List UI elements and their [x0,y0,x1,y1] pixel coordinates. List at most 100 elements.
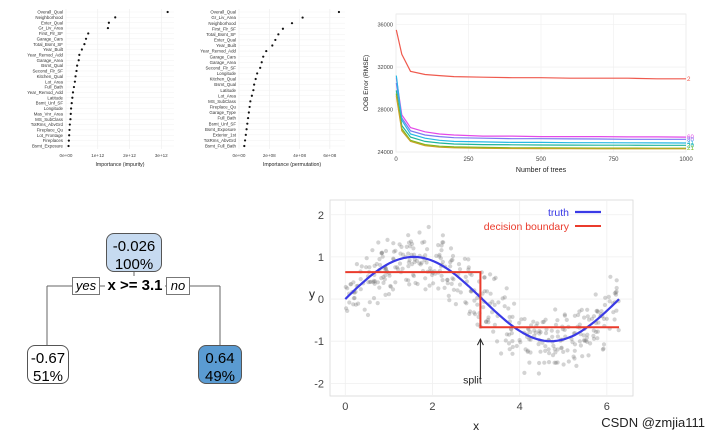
scatter-point [379,251,385,256]
impurity-point [84,37,88,40]
scatter-point [406,240,412,245]
scatter-point [391,256,396,261]
permutation-point [252,89,255,92]
impurity-feature-label: TotRms_AbvGrd [31,122,64,127]
scatter-point [380,254,385,259]
scatter-point [602,302,607,308]
scatter-point [528,330,533,335]
oob-series-line [395,77,687,138]
scatter-point [566,359,571,364]
permutation-feature-label: Exter_Qual [214,38,236,43]
oob-series-label: 2 [687,76,691,83]
root-node-value: -0.026 [112,238,156,255]
scatter-point [415,281,420,287]
scatter-point [447,298,452,303]
scatter-point [407,258,412,263]
scatter-point [473,312,478,317]
scatter-x-label: x [473,419,479,433]
impurity-point [70,102,73,105]
scatter-point [577,322,582,327]
impurity-point [76,64,79,67]
impurity-point [87,32,90,35]
scatter-point [509,331,514,336]
scatter-point [354,262,359,267]
oob-y-tick: 24000 [377,150,393,156]
permutation-point [262,55,265,58]
oob-x-tick: 500 [536,157,547,163]
impurity-feature-label: Kitchen_Qual [37,74,63,79]
split-arrow-head [476,337,484,346]
scatter-point [550,334,555,339]
scatter-point [532,328,537,333]
scatter-point [383,292,388,297]
scatter-point [599,309,604,314]
scatter-y-tick: -2 [314,378,324,390]
scatter-point [377,257,382,262]
scatter-point [351,302,356,307]
permutation-feature-label: Bsmt_Exposure [205,127,237,132]
yes-label: yes [72,277,100,295]
scatter-point [514,343,519,349]
scatter-point [449,258,454,263]
impurity-feature-label: Longitude [44,106,64,111]
no-text: no [170,278,186,293]
scatter-point [367,279,373,285]
scatter-point [564,317,569,322]
scatter-point [537,331,542,336]
scatter-point [362,307,367,312]
scatter-point [439,273,444,278]
impurity-point [107,21,110,24]
permutation-feature-label: Overall_Qual [210,10,236,15]
permutation-feature-label: Kitchen_Qual [210,77,236,82]
scatter-point [482,275,487,280]
scatter-point [616,328,621,333]
scatter-point [492,302,497,307]
impurity-plot-area [66,9,174,149]
scatter-point [481,305,486,310]
scatter-point [596,320,601,325]
scatter-point [490,299,495,304]
scatter-point [375,280,380,285]
scatter-point [559,346,564,351]
scatter-point [445,277,450,282]
scatter-point [453,302,458,307]
scatter-point [376,240,381,245]
permutation-point [254,77,257,81]
scatter-point [562,313,567,318]
scatter-point [584,335,589,340]
permutation-x-tick: 0e+00 [233,153,246,158]
scatter-point [467,311,472,316]
scatter-point [536,371,541,376]
oob-series-label: 60 [687,134,694,141]
scatter-point [406,260,411,265]
oob-x-tick: 250 [463,157,474,163]
oob-series-label: 80 [687,136,694,143]
scatter-point [393,265,398,270]
permutation-feature-label: Garage_Cars [210,54,237,59]
scatter-point [390,287,396,292]
scatter-point [347,300,352,305]
scatter-point [343,284,348,290]
scatter-point [448,246,454,251]
permutation-point [256,72,259,75]
scatter-point [562,312,567,317]
scatter-point [414,258,419,263]
decision-boundary-line [345,271,620,329]
scatter-point [525,348,530,353]
scatter-point [412,257,417,262]
scatter-point [395,267,401,272]
scatter-point [507,332,512,337]
scatter-point [561,362,566,367]
scatter-point [594,308,599,314]
permutation-feature-label: Longitude [217,71,237,76]
scatter-point [397,242,402,247]
scatter-point [500,296,505,301]
scatter-point [502,304,507,309]
scatter-point [555,360,560,365]
permutation-feature-label: Lot_Area [218,93,236,98]
scatter-y-tick: -1 [314,336,324,348]
scatter-point [463,300,468,305]
scatter-point [607,299,612,304]
impurity-x-tick: 2e+12 [123,153,136,158]
scatter-point [488,291,493,296]
